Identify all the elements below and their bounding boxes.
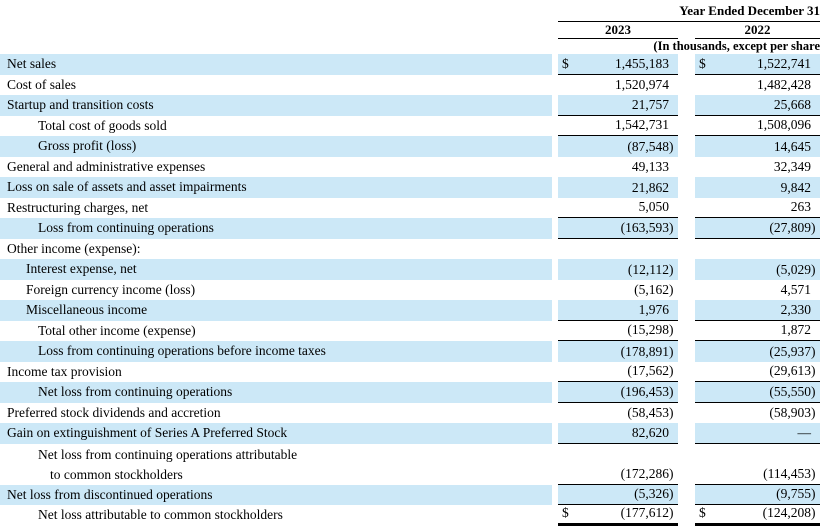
row-label: Loss from continuing operations before i… — [0, 341, 552, 362]
value-2023: 82,620 — [558, 423, 678, 444]
value-2022: (58,903) — [769, 405, 816, 420]
column-header-2023: 2023 — [558, 22, 678, 39]
table-row: Net loss from continuing operations attr… — [0, 444, 820, 485]
value-2023: 1,976 — [558, 300, 678, 321]
value-2022: $ (124,208) — [695, 505, 820, 526]
value-2022: 263 — [695, 198, 820, 218]
dollar-sign: $ — [562, 505, 569, 520]
row-label: Miscellaneous income — [0, 300, 552, 321]
value-2022: 1,482,428 — [757, 77, 811, 92]
row-label: Income tax provision — [7, 363, 122, 379]
value-2023: 49,133 — [631, 159, 669, 174]
table-row: Loss from continuing operations (163,593… — [0, 218, 820, 239]
value-2023: (58,453) — [627, 405, 674, 420]
table-row: Foreign currency income (loss) (5,162) 4… — [0, 280, 820, 301]
value-2023: 21,757 — [558, 95, 678, 116]
table-row: Loss on sale of assets and asset impairm… — [0, 177, 820, 198]
row-label: Net loss from discontinued operations — [0, 484, 552, 505]
row-label: Net sales — [0, 54, 552, 75]
value-2023: (178,891) — [558, 341, 678, 362]
table-row: Income tax provision (17,562) (29,613) — [0, 362, 820, 382]
row-label: Cost of sales — [7, 76, 76, 92]
dollar-sign: $ — [699, 55, 706, 71]
value-2022: (29,613) — [695, 362, 820, 382]
table-row: Preferred stock dividends and accretion … — [0, 403, 820, 424]
value-2023: 21,862 — [558, 177, 678, 198]
value-2022: 2,330 — [695, 300, 820, 321]
row-label: Foreign currency income (loss) — [26, 281, 196, 297]
income-statement-rows: Net sales $1,455,183 $1,522,741 Cost of … — [0, 54, 820, 526]
table-row: Interest expense, net (12,112) (5,029) — [0, 259, 820, 280]
value-2022 — [695, 239, 820, 260]
value-2023 — [558, 239, 678, 260]
value-2022: 14,645 — [695, 136, 820, 157]
value-2022: 1,508,096 — [695, 116, 820, 136]
value-2023: 1,520,974 — [615, 77, 669, 92]
row-label: Total other income (expense) — [38, 322, 196, 338]
table-row: Loss from continuing operations before i… — [0, 341, 820, 362]
table-row: Net loss attributable to common stockhol… — [0, 505, 820, 526]
value-2022: 1,872 — [695, 321, 820, 341]
table-row: Miscellaneous income 1,976 2,330 — [0, 300, 820, 321]
value-2022: (27,809) — [695, 218, 820, 239]
period-header: Year Ended December 31 — [558, 0, 820, 22]
row-label: Preferred stock dividends and accretion — [7, 404, 221, 420]
row-label: Other income (expense): — [7, 240, 141, 256]
row-label: Net loss from continuing operations — [0, 382, 552, 403]
row-label: Net loss attributable to common stockhol… — [38, 507, 283, 522]
table-row: Gain on extinguishment of Series A Prefe… — [0, 423, 820, 444]
table-row: Gross profit (loss) (87,548) 14,645 — [0, 136, 820, 157]
value-2023: (196,453) — [558, 382, 678, 403]
table-row: Net loss from continuing operations (196… — [0, 382, 820, 403]
value-2022: 4,571 — [780, 282, 811, 297]
value-2023: (12,112) — [558, 259, 678, 280]
value-2023: $1,455,183 — [558, 54, 678, 75]
value-2022: (9,755) — [695, 484, 820, 505]
table-row: Cost of sales 1,520,974 1,482,428 — [0, 75, 820, 96]
row-label: Loss on sale of assets and asset impairm… — [0, 177, 552, 198]
value-2023: (5,326) — [558, 484, 678, 505]
row-label: Loss from continuing operations — [0, 218, 552, 239]
row-label: Interest expense, net — [0, 259, 552, 280]
value-2022: (114,453) — [695, 444, 820, 485]
value-2022: $1,522,741 — [695, 54, 820, 75]
value-2023: (17,562) — [558, 362, 678, 382]
table-row: Restructuring charges, net 5,050 263 — [0, 198, 820, 218]
value-2022: (55,550) — [695, 382, 820, 403]
dollar-sign: $ — [562, 55, 569, 71]
value-2023: (87,548) — [558, 136, 678, 157]
value-2023: (163,593) — [558, 218, 678, 239]
column-header-2022: 2022 — [695, 22, 820, 39]
table-row: Startup and transition costs 21,757 25,6… — [0, 95, 820, 116]
table-row: Total other income (expense) (15,298) 1,… — [0, 321, 820, 341]
value-2023: $ (177,612) — [558, 505, 678, 526]
row-label: Total cost of goods sold — [38, 117, 167, 133]
units-note: (In thousands, except per share — [653, 39, 820, 53]
row-label: Gain on extinguishment of Series A Prefe… — [0, 423, 552, 444]
value-2023: 1,542,731 — [558, 116, 678, 136]
table-row: Other income (expense): — [0, 239, 820, 260]
table-row: Total cost of goods sold 1,542,731 1,508… — [0, 116, 820, 136]
row-label: Gross profit (loss) — [0, 136, 552, 157]
table-row: Net loss from discontinued operations (5… — [0, 484, 820, 505]
dollar-sign: $ — [699, 505, 706, 520]
year-column-headers: 2023 2022 — [0, 22, 820, 39]
value-2022: — — [695, 423, 820, 444]
row-label: Restructuring charges, net — [7, 199, 149, 215]
value-2023: 5,050 — [558, 198, 678, 218]
value-2022: (25,937) — [695, 341, 820, 362]
value-2023: (15,298) — [558, 321, 678, 341]
value-2023: (5,162) — [634, 282, 674, 297]
value-2022: (5,029) — [695, 259, 820, 280]
row-label: Startup and transition costs — [0, 95, 552, 116]
value-2022: 32,349 — [773, 159, 811, 174]
row-label: General and administrative expenses — [7, 158, 206, 174]
table-row: Net sales $1,455,183 $1,522,741 — [0, 54, 820, 75]
table-row: General and administrative expenses 49,1… — [0, 157, 820, 178]
value-2022: 9,842 — [695, 177, 820, 198]
row-label: Net loss from continuing operations attr… — [38, 446, 298, 482]
value-2022: 25,668 — [695, 95, 820, 116]
value-2023: (172,286) — [558, 444, 678, 485]
